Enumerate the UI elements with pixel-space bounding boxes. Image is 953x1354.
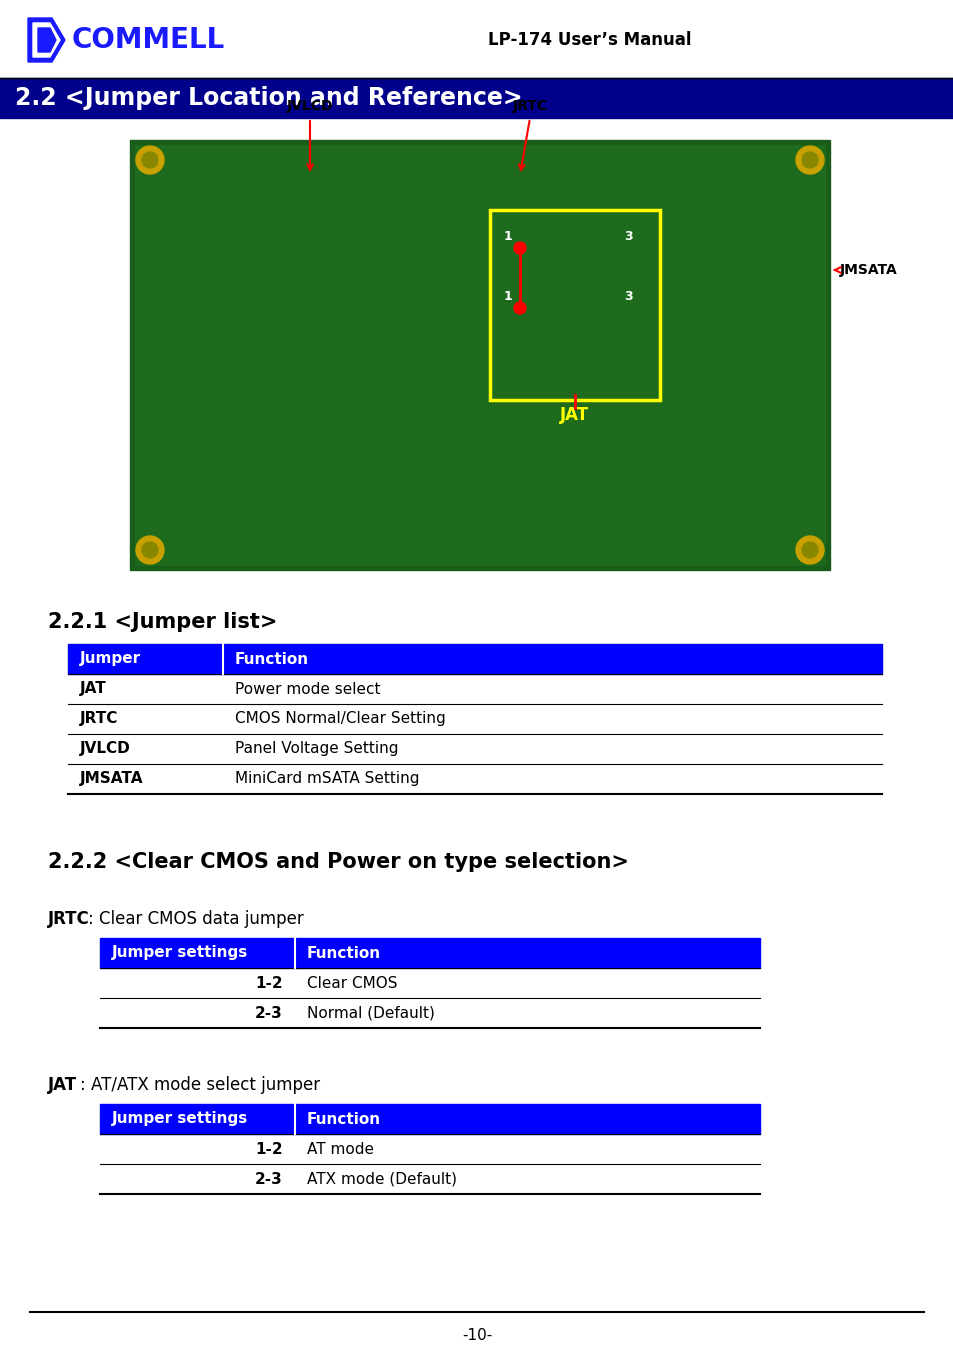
Bar [100,968,760,998]
Text: 1-2: 1-2 [255,975,283,991]
Bar [490,210,659,399]
Text: 2-3: 2-3 [255,1006,283,1021]
Text: 2.2 <Jumper Location and Reference>: 2.2 <Jumper Location and Reference> [15,87,522,110]
Polygon shape [38,28,56,51]
Text: Clear CMOS: Clear CMOS [307,975,397,991]
Text: 1-2: 1-2 [255,1141,283,1156]
Circle shape [795,146,823,175]
Circle shape [514,302,525,314]
Text: JVLCD: JVLCD [80,742,131,757]
Circle shape [514,242,525,255]
Text: Power mode select: Power mode select [234,681,380,696]
Text: COMMELL: COMMELL [71,26,225,54]
Text: : AT/ATX mode select jumper: : AT/ATX mode select jumper [80,1076,320,1094]
Polygon shape [28,18,65,62]
Bar [68,734,882,764]
Circle shape [795,536,823,565]
Text: 3: 3 [623,290,632,303]
Bar [0,79,953,118]
Bar [100,1164,760,1194]
Circle shape [801,152,817,168]
Bar [100,998,760,1028]
Text: MiniCard mSATA Setting: MiniCard mSATA Setting [234,772,419,787]
Text: ATX mode (Default): ATX mode (Default) [307,1171,456,1186]
Circle shape [142,152,158,168]
Circle shape [136,536,164,565]
Bar [0,0,953,79]
Text: JAT: JAT [80,681,107,696]
Bar [68,764,882,793]
Text: Panel Voltage Setting: Panel Voltage Setting [234,742,398,757]
Text: JAT: JAT [48,1076,77,1094]
Text: JMSATA: JMSATA [840,263,897,278]
Text: -10-: -10- [461,1328,492,1343]
Text: Jumper: Jumper [80,651,141,666]
Text: Function: Function [307,1112,381,1127]
Text: JAT: JAT [559,406,589,424]
Text: JRTC: JRTC [512,99,547,112]
Text: Function: Function [307,945,381,960]
Text: 2-3: 2-3 [255,1171,283,1186]
Bar [100,1135,760,1164]
Bar [130,139,829,570]
Circle shape [136,146,164,175]
Bar [135,145,824,565]
Bar [68,704,882,734]
Text: Jumper settings: Jumper settings [112,1112,248,1127]
Text: 1: 1 [503,290,512,303]
Text: JVLCD: JVLCD [287,99,333,112]
Text: 2.2.1 <Jumper list>: 2.2.1 <Jumper list> [48,612,277,632]
Bar [68,674,882,704]
Text: Normal (Default): Normal (Default) [307,1006,435,1021]
Text: 3: 3 [623,230,632,242]
Text: AT mode: AT mode [307,1141,374,1156]
Circle shape [142,542,158,558]
Text: JMSATA: JMSATA [80,772,143,787]
Text: 2.2.2 <Clear CMOS and Power on type selection>: 2.2.2 <Clear CMOS and Power on type sele… [48,852,628,872]
Text: Jumper settings: Jumper settings [112,945,248,960]
Bar [100,1104,760,1135]
Text: : Clear CMOS data jumper: : Clear CMOS data jumper [88,910,303,927]
Text: 1: 1 [503,230,512,242]
Text: JRTC: JRTC [80,711,118,727]
Text: CMOS Normal/Clear Setting: CMOS Normal/Clear Setting [234,711,445,727]
Bar [100,938,760,968]
Text: LP-174 User’s Manual: LP-174 User’s Manual [488,31,691,49]
Text: Function: Function [234,651,309,666]
Circle shape [801,542,817,558]
Bar [68,645,882,674]
Polygon shape [33,23,60,57]
Text: JRTC: JRTC [48,910,90,927]
